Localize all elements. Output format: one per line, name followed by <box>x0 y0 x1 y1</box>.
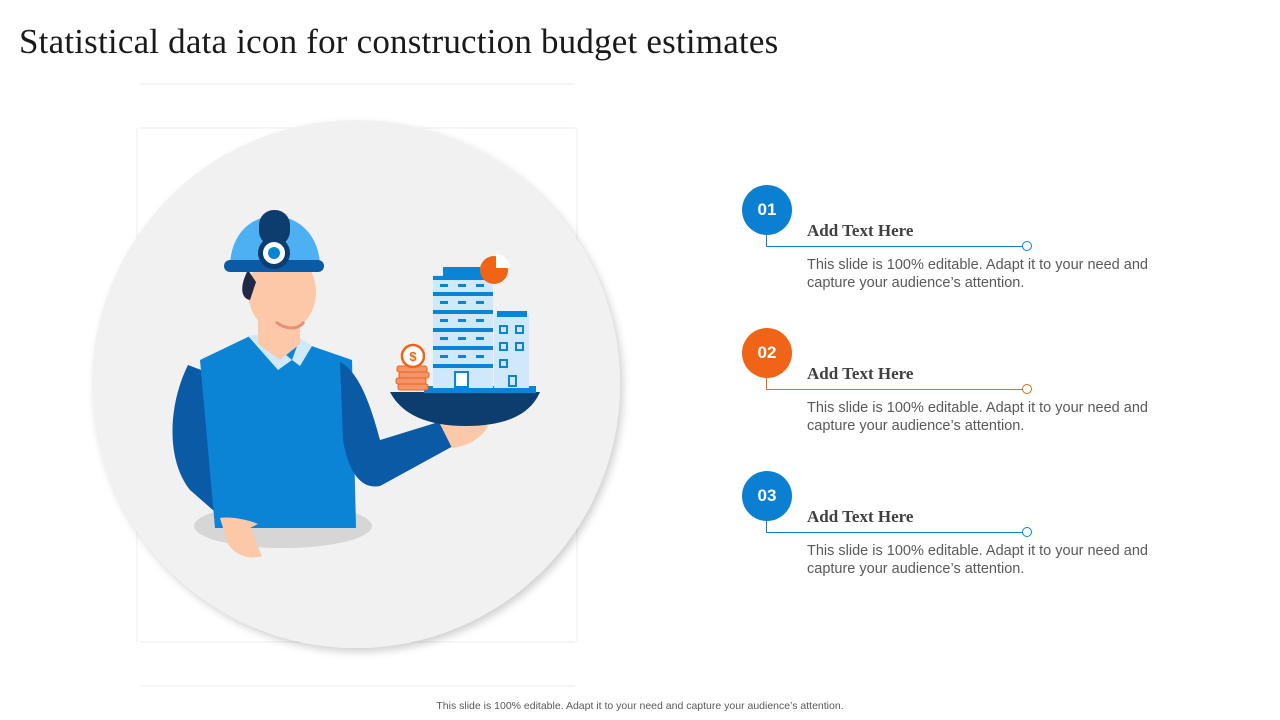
connector-line <box>766 378 1026 390</box>
number-badge: 02 <box>742 328 792 378</box>
footer-note: This slide is 100% editable. Adapt it to… <box>436 700 844 712</box>
building-icon <box>424 267 536 393</box>
connector-line <box>766 235 1026 247</box>
connector-dot-icon <box>1022 527 1032 537</box>
number-badge: 03 <box>742 471 792 521</box>
connector-dot-icon <box>1022 241 1032 251</box>
tray-icon <box>390 392 540 426</box>
item-description: This slide is 100% editable. Adapt it to… <box>807 543 1148 577</box>
list-item-02: 02 Add Text Here This slide is 100% edit… <box>742 328 1182 438</box>
pie-chart-icon <box>480 254 510 284</box>
connector-dot-icon <box>1022 384 1032 394</box>
connector-line <box>766 521 1026 533</box>
item-description: This slide is 100% editable. Adapt it to… <box>807 257 1148 291</box>
item-description: This slide is 100% editable. Adapt it to… <box>807 400 1148 434</box>
list-item-03: 03 Add Text Here This slide is 100% edit… <box>742 471 1182 581</box>
item-heading: Add Text Here <box>807 507 914 526</box>
item-heading: Add Text Here <box>807 364 914 383</box>
construction-worker-icon <box>172 210 488 558</box>
svg-text:$: $ <box>409 349 417 364</box>
number-badge: 01 <box>742 185 792 235</box>
dollar-coin-icon: $ <box>395 343 430 391</box>
page-title: Statistical data icon for construction b… <box>19 22 779 61</box>
list-item-01: 01 Add Text Here This slide is 100% edit… <box>742 185 1182 295</box>
construction-budget-illustration: $ <box>92 83 620 687</box>
item-heading: Add Text Here <box>807 221 914 240</box>
